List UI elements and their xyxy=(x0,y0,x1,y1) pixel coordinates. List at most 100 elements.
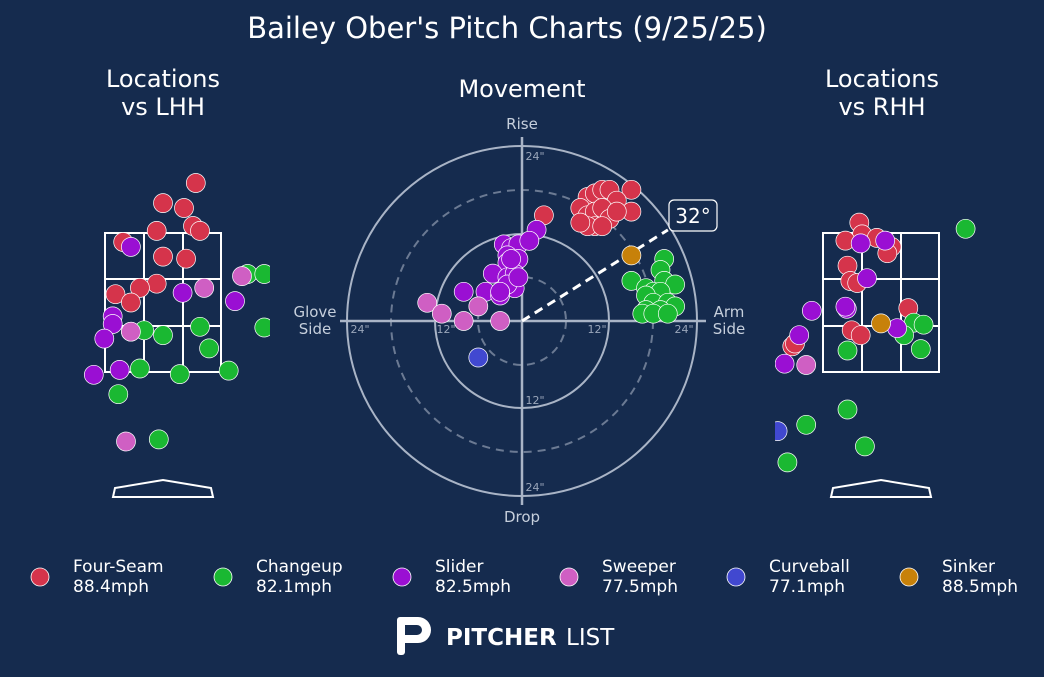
ring-label-right-12: 12" xyxy=(587,323,606,336)
legend-marker-slider xyxy=(392,567,412,587)
legend-item-four-seam: Four-Seam 88.4mph xyxy=(30,557,164,597)
legend-item-sinker: Sinker 88.5mph xyxy=(899,557,1018,597)
legend-item-changeup: Changeup 82.1mph xyxy=(213,557,343,597)
legend-name-changeup: Changeup xyxy=(256,557,343,577)
movement-point-slider xyxy=(519,230,540,251)
lhh-location-point-four-seam xyxy=(190,221,210,241)
lhh-location-point-slider xyxy=(109,360,130,380)
movement-point-sweeper xyxy=(431,303,452,324)
movement-point-slider xyxy=(453,281,474,302)
pitch-legend: Four-Seam 88.4mph Changeup 82.1mph Slide… xyxy=(30,557,1018,597)
legend-item-sweeper: Sweeper 77.5mph xyxy=(559,557,678,597)
lhh-panel-title-line2: vs LHH xyxy=(121,93,205,121)
movement-point-slider xyxy=(490,281,510,302)
arm-angle-badge: 32° xyxy=(668,199,718,232)
lhh-location-point-sweeper xyxy=(232,266,252,286)
logo-text-pitcher: PITCHER xyxy=(446,625,557,651)
lhh-location-point-four-seam xyxy=(121,292,141,313)
lhh-location-point-sweeper xyxy=(194,278,215,298)
rhh-location-point-changeup xyxy=(837,340,858,361)
figure-title: Bailey Ober's Pitch Charts (9/25/25) xyxy=(247,11,767,45)
lhh-location-point-changeup xyxy=(254,317,270,338)
rhh-location-point-slider xyxy=(875,230,896,251)
movement-point-changeup xyxy=(657,303,678,324)
legend-velo-changeup: 82.1mph xyxy=(256,577,332,597)
lhh-location-point-four-seam xyxy=(146,221,167,241)
movement-point-four-seam xyxy=(621,179,642,200)
rhh-location-point-changeup xyxy=(777,452,798,473)
pitcherlist-logo-icon xyxy=(397,617,431,655)
rhh-location-point-changeup xyxy=(796,414,817,435)
movement-panel-title: Movement xyxy=(458,75,585,103)
legend-marker-four-seam xyxy=(30,567,50,587)
legend-marker-sinker xyxy=(899,567,919,587)
rhh-location-point-slider xyxy=(835,296,856,317)
legend-velo-curveball: 77.1mph xyxy=(769,577,845,597)
lhh-location-point-four-seam xyxy=(146,273,167,294)
axis-label-drop: Drop xyxy=(504,508,540,526)
rhh-home-plate xyxy=(829,478,933,498)
rhh-location-point-curveball xyxy=(775,421,788,441)
lhh-location-point-four-seam xyxy=(176,248,196,269)
lhh-location-point-four-seam xyxy=(174,198,194,218)
arm-angle-line xyxy=(521,228,669,323)
rhh-location-point-sinker xyxy=(871,313,891,334)
movement-point-four-seam xyxy=(606,201,627,222)
rhh-location-point-four-seam xyxy=(850,325,871,346)
lhh-location-point-changeup xyxy=(218,360,239,381)
lhh-location-point-four-seam xyxy=(105,284,126,305)
lhh-location-point-changeup xyxy=(190,316,210,337)
legend-velo-slider: 82.5mph xyxy=(435,577,511,597)
lhh-location-point-slider xyxy=(83,364,104,385)
ring-label-right-24: 24" xyxy=(674,323,693,336)
movement-point-sweeper xyxy=(417,292,438,313)
rhh-location-point-slider xyxy=(850,233,871,254)
movement-point-sweeper xyxy=(453,311,474,331)
rhh-location-point-sweeper xyxy=(796,355,817,375)
rhh-location-point-changeup xyxy=(955,218,976,239)
legend-name-four-seam: Four-Seam xyxy=(73,557,164,577)
legend-item-slider: Slider 82.5mph xyxy=(392,557,511,597)
lhh-location-point-changeup xyxy=(199,338,219,359)
legend-name-sinker: Sinker xyxy=(942,557,995,577)
legend-marker-sweeper xyxy=(559,567,579,587)
lhh-location-points xyxy=(83,173,270,452)
axis-label-glove-line2: Side xyxy=(299,320,331,338)
pitcherlist-logo: PITCHER LIST xyxy=(397,617,615,655)
lhh-location-point-changeup xyxy=(108,384,129,405)
rhh-location-points xyxy=(775,212,976,473)
legend-name-slider: Slider xyxy=(435,557,483,577)
lhh-location-point-changeup xyxy=(148,429,169,450)
legend-velo-sweeper: 77.5mph xyxy=(602,577,678,597)
arm-angle-label: 32° xyxy=(675,204,710,228)
ring-label-top-24: 24" xyxy=(525,150,544,163)
axis-label-arm-line2: Side xyxy=(713,320,745,338)
logo-text-list: LIST xyxy=(566,625,615,651)
movement-point-sweeper xyxy=(468,296,489,317)
movement-points xyxy=(417,179,685,368)
ring-label-left-24: 24" xyxy=(350,323,369,336)
legend-marker-changeup xyxy=(213,567,233,587)
axis-label-arm-line1: Arm xyxy=(714,303,745,321)
lhh-location-point-four-seam xyxy=(153,246,173,267)
lhh-location-point-four-seam xyxy=(130,278,150,298)
lhh-location-point-sweeper xyxy=(116,431,136,452)
lhh-location-point-changeup xyxy=(130,358,150,379)
lhh-location-point-slider xyxy=(94,328,115,349)
rhh-location-point-slider xyxy=(775,353,795,374)
rhh-location-point-changeup xyxy=(855,436,875,457)
lhh-location-point-slider xyxy=(225,291,245,311)
lhh-location-point-slider xyxy=(121,237,141,257)
rhh-location-point-slider xyxy=(789,325,810,346)
rhh-location-point-changeup xyxy=(910,339,931,359)
lhh-location-point-sweeper xyxy=(121,321,141,342)
ring-label-bottom-12: 12" xyxy=(525,394,544,407)
lhh-location-point-changeup xyxy=(153,325,173,346)
lhh-location-point-changeup xyxy=(254,264,270,284)
rhh-location-point-slider xyxy=(857,268,877,289)
movement-point-sinker xyxy=(621,245,642,266)
lhh-home-plate xyxy=(111,478,215,498)
legend-name-sweeper: Sweeper xyxy=(602,557,676,577)
